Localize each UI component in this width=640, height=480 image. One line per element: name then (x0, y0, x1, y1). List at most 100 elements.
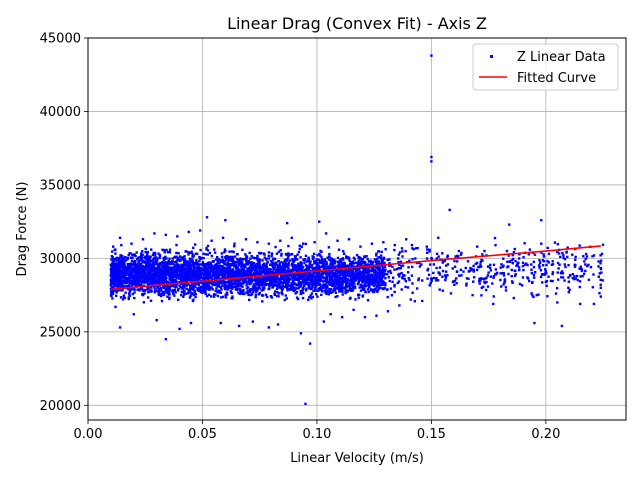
scatter-point (539, 275, 543, 279)
scatter-point (364, 277, 367, 281)
scatter-point (308, 265, 312, 268)
scatter-point (275, 294, 279, 298)
scatter-point (157, 279, 161, 282)
scatter-point (360, 286, 363, 289)
scatter-point (351, 283, 354, 287)
scatter-point (132, 263, 136, 267)
scatter-point (407, 276, 410, 280)
scatter-point (237, 269, 241, 272)
scatter-point (331, 275, 334, 278)
scatter-point (557, 267, 560, 270)
scatter-point (273, 293, 277, 297)
scatter-point (139, 263, 142, 266)
scatter-point (208, 281, 211, 284)
scatter-point (403, 274, 406, 277)
scatter-point (383, 265, 387, 268)
scatter-point (278, 281, 282, 284)
scatter-point (294, 265, 298, 268)
scatter-point (221, 258, 224, 262)
scatter-point (191, 292, 195, 295)
scatter-point (225, 268, 228, 272)
scatter-point (269, 260, 273, 263)
scatter-point (132, 313, 135, 316)
scatter-point (295, 284, 299, 287)
scatter-point (318, 260, 322, 263)
scatter-point (131, 256, 134, 259)
scatter-point (325, 266, 329, 270)
scatter-point (308, 342, 312, 345)
scatter-point (302, 273, 306, 276)
scatter-point (328, 252, 331, 256)
scatter-point (283, 279, 286, 283)
scatter-point (455, 282, 458, 285)
scatter-point (228, 285, 231, 289)
scatter-point (184, 262, 188, 265)
scatter-point (230, 275, 234, 278)
scatter-point (362, 261, 365, 264)
scatter-point (226, 261, 230, 264)
scatter-point (385, 288, 389, 291)
scatter-point (296, 253, 299, 256)
scatter-point (162, 256, 165, 260)
scatter-point (514, 273, 517, 276)
scatter-point (158, 272, 162, 275)
scatter-point (367, 274, 370, 278)
scatter-point (290, 288, 294, 291)
scatter-point (398, 263, 401, 267)
scatter-point (479, 279, 482, 282)
scatter-point (250, 268, 253, 271)
scatter-point (136, 288, 140, 291)
scatter-point (291, 277, 295, 280)
scatter-point (441, 289, 445, 292)
scatter-point (320, 273, 323, 276)
scatter-point (351, 288, 355, 291)
scatter-point (258, 291, 261, 295)
scatter-point (159, 294, 163, 298)
scatter-point (292, 289, 296, 293)
scatter-point (351, 279, 355, 282)
scatter-point (387, 270, 390, 273)
scatter-point (122, 271, 125, 275)
scatter-point (460, 251, 463, 255)
scatter-point (505, 249, 509, 253)
scatter-point (359, 257, 362, 260)
scatter-point (316, 281, 319, 284)
scatter-point (271, 263, 274, 267)
scatter-point (306, 274, 310, 278)
scatter-point (329, 260, 333, 263)
scatter-point (168, 251, 172, 254)
scatter-point (361, 295, 364, 298)
scatter-point (208, 276, 212, 279)
scatter-point (379, 284, 382, 287)
scatter-point (134, 277, 137, 281)
scatter-point (176, 268, 180, 271)
scatter-point (338, 269, 341, 273)
scatter-point (334, 268, 338, 272)
scatter-point (485, 280, 488, 284)
scatter-point (149, 264, 152, 268)
scatter-point (155, 280, 159, 284)
scatter-point (248, 261, 251, 265)
scatter-point (162, 248, 166, 252)
scatter-point (293, 288, 297, 292)
scatter-point (537, 293, 540, 296)
scatter-point (364, 261, 367, 264)
scatter-point (180, 266, 183, 269)
scatter-point (243, 292, 246, 296)
scatter-point (285, 297, 289, 300)
scatter-point (143, 275, 146, 278)
scatter-point (426, 267, 430, 271)
scatter-point (375, 273, 379, 276)
scatter-point (117, 263, 120, 267)
scatter-point (282, 267, 285, 270)
scatter-point (321, 271, 324, 274)
scatter-point (171, 260, 174, 263)
scatter-point (152, 257, 155, 261)
scatter-point (294, 258, 298, 261)
scatter-point (372, 284, 376, 287)
scatter-point (287, 263, 290, 266)
scatter-point (380, 260, 384, 264)
scatter-point (158, 276, 162, 280)
scatter-point (334, 280, 337, 283)
scatter-point (221, 261, 225, 264)
